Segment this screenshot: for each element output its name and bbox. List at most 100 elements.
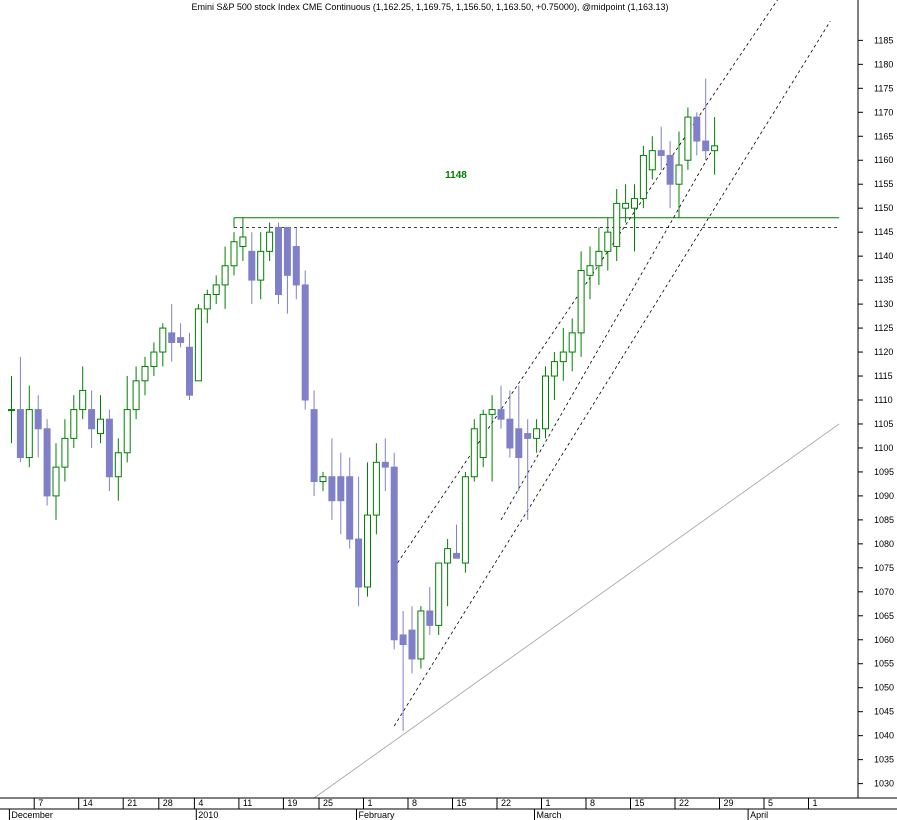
y-tick-label: 1165	[874, 131, 893, 141]
y-tick-label: 1045	[874, 707, 894, 717]
candle-body-up	[372, 461, 380, 516]
trend-line-dashed	[500, 145, 715, 521]
candle-body-up	[194, 308, 202, 382]
candle-body-up	[559, 351, 567, 363]
candle-body-down	[346, 476, 354, 540]
candle-body-up	[239, 236, 247, 248]
candle-body-down	[515, 428, 523, 459]
candle-body-down	[43, 428, 51, 497]
candle	[453, 524, 460, 559]
candle-body-up	[684, 116, 692, 161]
candle	[43, 419, 51, 506]
x-tick-label: 8	[590, 798, 595, 808]
trend-line-thin-gray	[313, 423, 840, 799]
x-tick-label: 14	[83, 798, 93, 808]
candle	[506, 390, 514, 458]
candle	[666, 141, 674, 209]
candle	[657, 126, 665, 170]
y-tick-label: 1040	[874, 731, 894, 741]
candle-body-up	[79, 389, 87, 411]
y-tick-label: 1120	[874, 347, 893, 357]
candle	[577, 251, 585, 357]
candle	[257, 232, 265, 300]
candle-body-up	[70, 409, 78, 439]
candle	[417, 606, 425, 669]
candle-body-down	[408, 629, 416, 660]
month-label: December	[11, 810, 53, 820]
candle-body-down	[248, 250, 256, 281]
candle-body-up	[150, 351, 158, 367]
candle-body-up	[648, 150, 656, 171]
candle-body-down	[657, 150, 665, 156]
candle-body-down	[34, 409, 42, 430]
candle	[88, 390, 96, 448]
y-tick-label: 1100	[874, 443, 893, 453]
x-tick-label: 28	[163, 798, 173, 808]
candle-body-down	[390, 466, 398, 641]
candle	[675, 131, 683, 218]
y-tick-label: 1030	[874, 779, 894, 789]
candle	[693, 112, 701, 156]
candle-body-up	[417, 610, 425, 660]
candle-body-up	[542, 375, 549, 430]
candle	[105, 409, 113, 492]
candle-body-up	[470, 428, 478, 478]
candle-body-up	[221, 265, 229, 286]
candle-body-down	[381, 461, 389, 468]
candle	[390, 452, 398, 650]
candle	[550, 352, 558, 400]
candle	[8, 376, 15, 444]
candle-body-down	[399, 634, 407, 646]
candle-body-down	[453, 552, 460, 559]
y-tick-label: 1035	[874, 755, 894, 765]
candle	[52, 443, 60, 520]
candle	[533, 419, 541, 453]
candle	[248, 232, 256, 305]
x-tick-label: 15	[635, 798, 645, 808]
x-tick-label: 1	[813, 798, 818, 808]
candle-body-down	[283, 226, 291, 276]
candle	[435, 562, 443, 635]
candle-body-up	[114, 452, 122, 478]
candle-body-up	[550, 361, 558, 377]
candle-body-down	[105, 418, 113, 478]
candle	[34, 395, 42, 458]
candle	[292, 227, 300, 300]
y-tick-label: 1065	[874, 611, 894, 621]
chart-title: Emini S&P 500 stock Index CME Continuous…	[191, 2, 668, 12]
candle	[168, 304, 176, 362]
candle	[711, 117, 719, 175]
candle	[364, 462, 371, 597]
candle	[186, 332, 193, 400]
month-label: April	[750, 810, 768, 820]
candle-body-down	[524, 433, 532, 439]
candle-body-up	[711, 145, 719, 152]
candle	[230, 232, 238, 276]
candle	[622, 184, 630, 223]
candle	[515, 385, 523, 492]
candle-body-up	[613, 202, 621, 248]
x-tick-label: 8	[412, 798, 417, 808]
y-tick-label: 1110	[874, 395, 893, 405]
candle	[212, 275, 220, 305]
candle	[444, 539, 452, 607]
y-tick-label: 1150	[874, 203, 893, 213]
y-tick-label: 1055	[874, 659, 894, 669]
candle-body-down	[693, 116, 701, 142]
x-tick-label: 1	[368, 798, 373, 808]
candle	[275, 222, 282, 305]
candle-body-up	[319, 476, 327, 483]
candle-body-up	[533, 428, 541, 439]
x-tick-label: 19	[287, 798, 297, 808]
candle	[408, 606, 416, 674]
y-tick-label: 1180	[874, 59, 893, 69]
candle-body-up	[631, 198, 638, 209]
x-tick-label: 29	[724, 798, 734, 808]
candle	[79, 366, 87, 420]
annotation-1148-label: 1148	[445, 170, 467, 181]
y-tick-label: 1050	[874, 683, 894, 693]
candle	[488, 395, 496, 482]
x-tick-label: 4	[198, 798, 203, 808]
candle-body-down	[168, 332, 176, 343]
